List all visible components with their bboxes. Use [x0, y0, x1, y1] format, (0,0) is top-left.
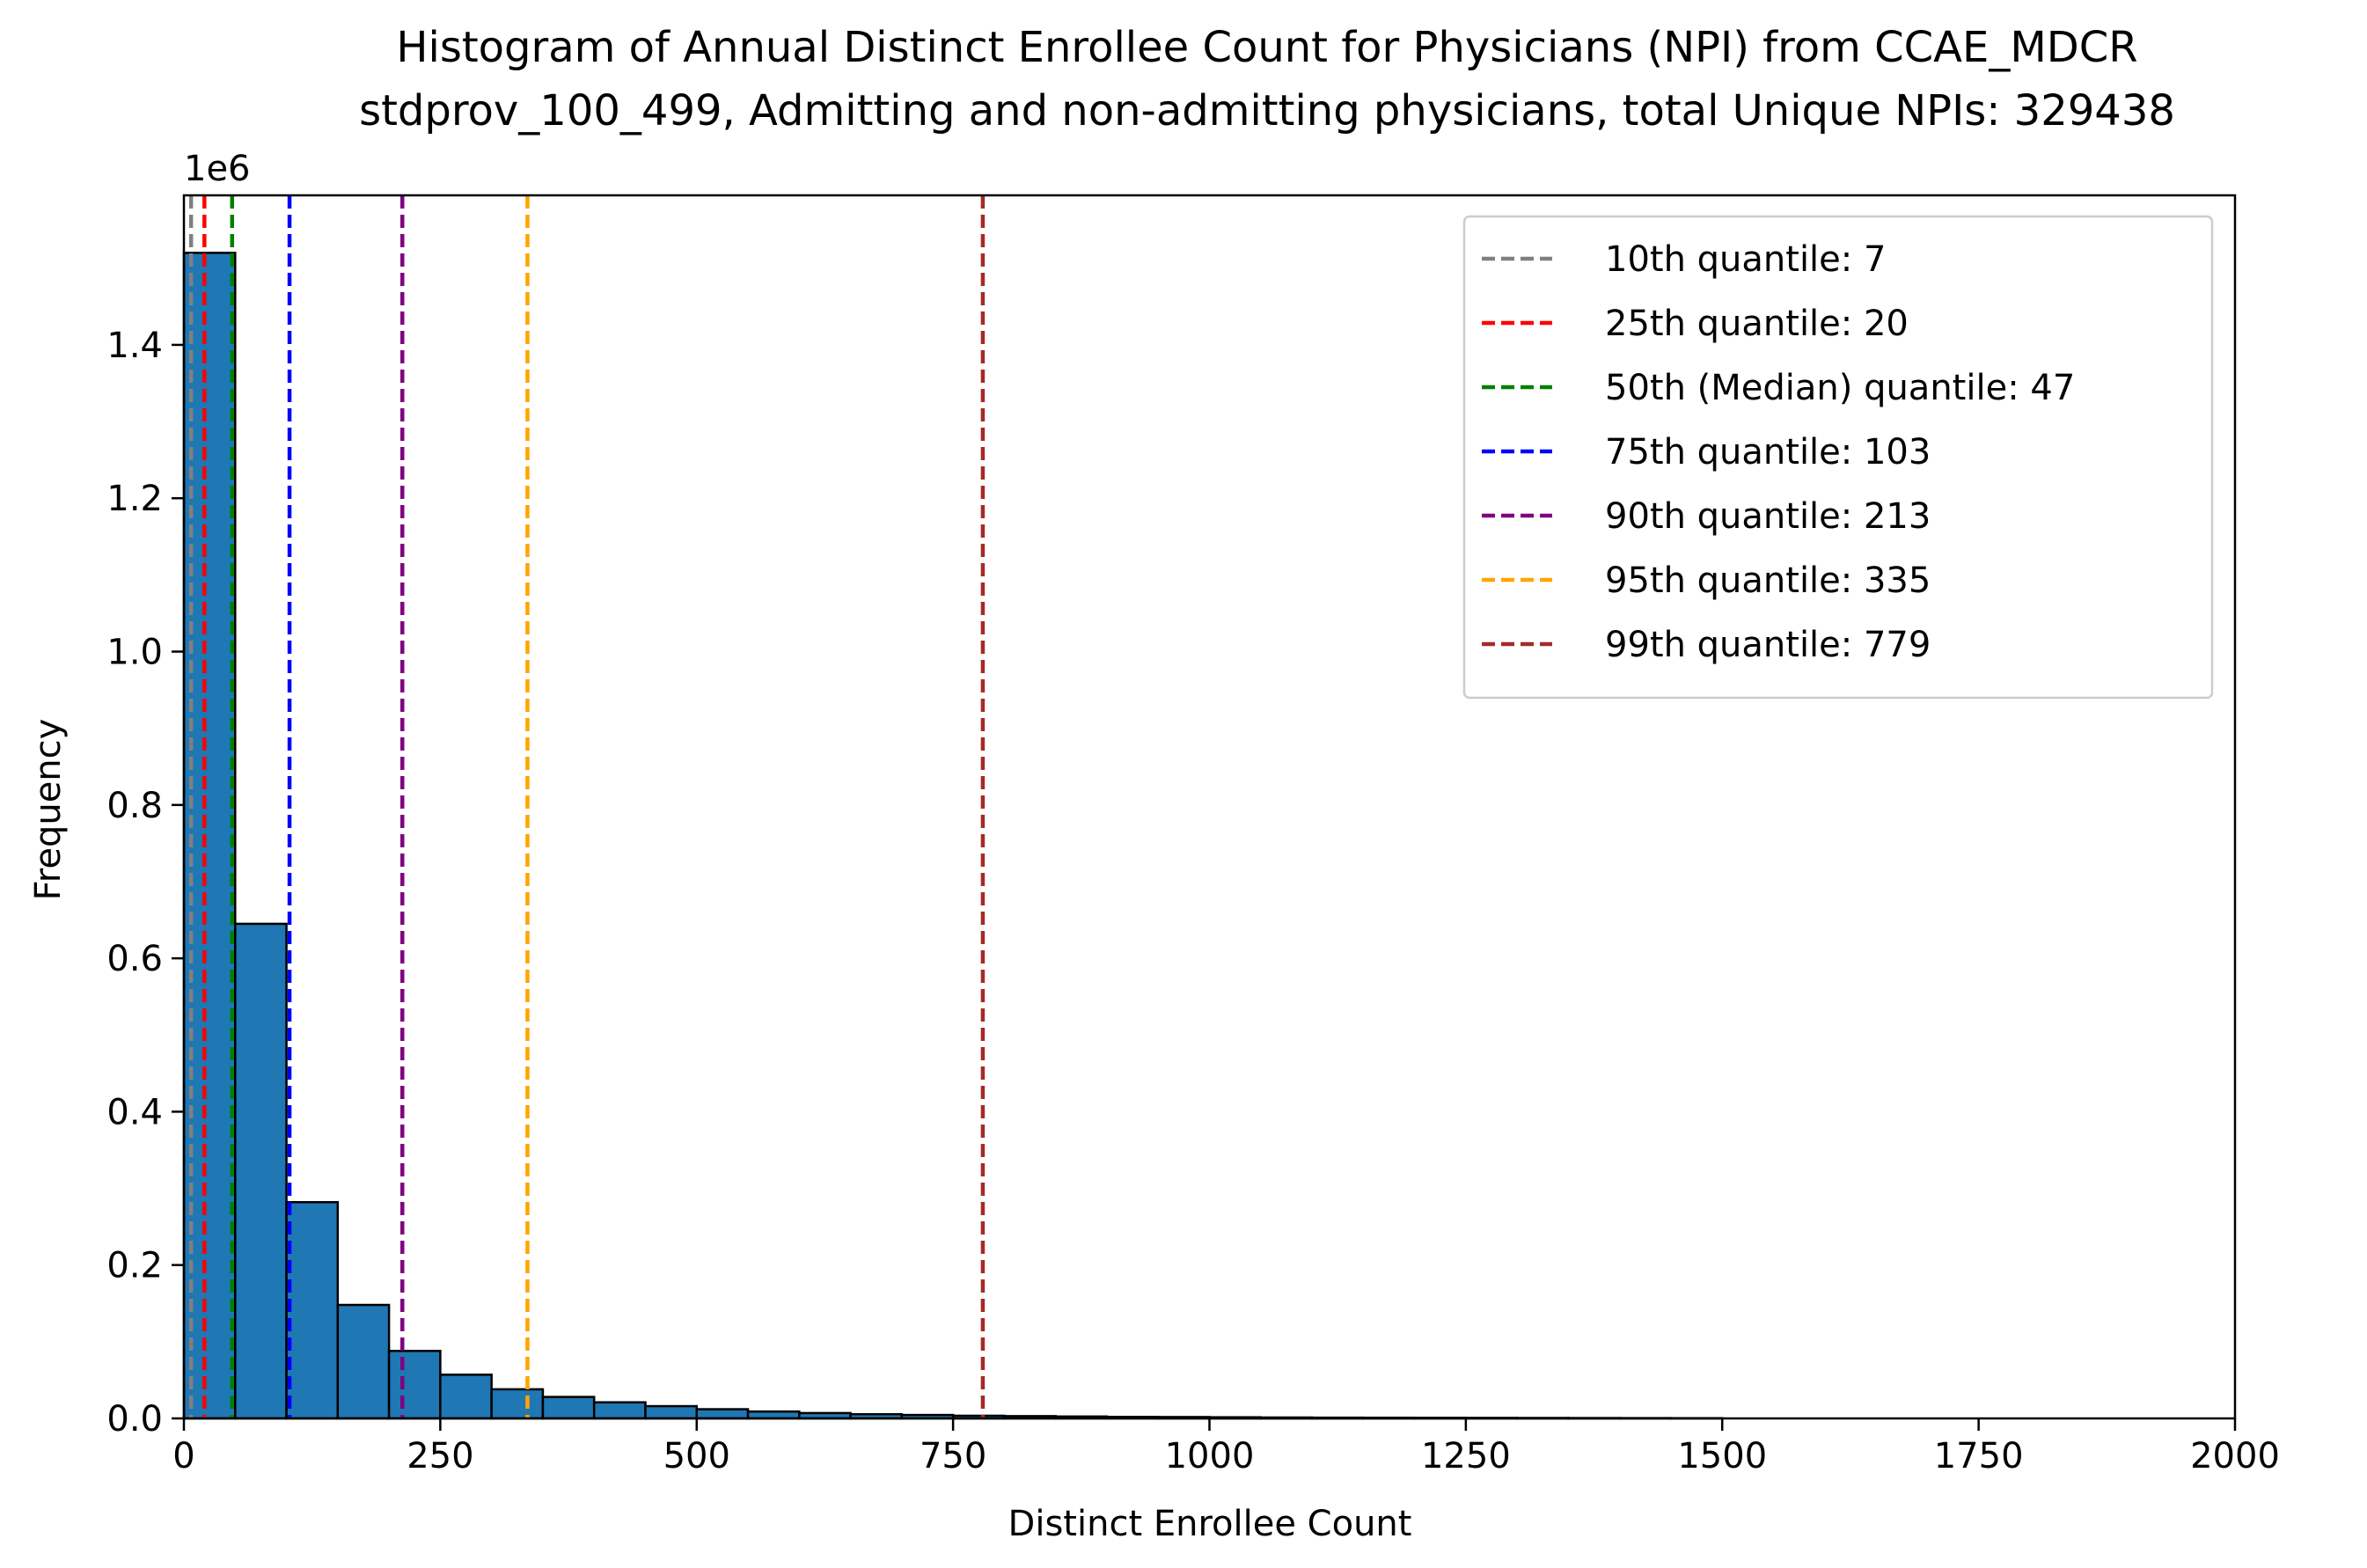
legend-entry-label: 10th quantile: 7 — [1605, 239, 1886, 280]
x-tick-label: 1000 — [1165, 1436, 1255, 1476]
x-axis-label: Distinct Enrollee Count — [1008, 1504, 1412, 1544]
plot-area: 0 250 500 750 1000 1250 1500 1750 2000 0.0 0.2 0.4 0… — [106, 194, 2280, 1476]
x-tick-label: 2000 — [2190, 1436, 2280, 1476]
histogram-bar — [336, 1303, 391, 1420]
legend-entry-label: 99th quantile: 779 — [1605, 625, 1931, 665]
legend-box — [1462, 215, 2214, 700]
y-tick-label: 1.2 — [106, 479, 163, 519]
histogram-bar — [695, 1408, 750, 1420]
legend-entry-label: 25th quantile: 20 — [1605, 304, 1909, 344]
histogram-bar — [285, 1200, 340, 1420]
histogram-bar — [541, 1396, 596, 1420]
legend-entry-label: 75th quantile: 103 — [1605, 432, 1931, 473]
x-tick-label: 1250 — [1421, 1436, 1511, 1476]
y-tick-label: 0.8 — [106, 786, 163, 826]
y-tick-label: 0.2 — [106, 1246, 163, 1286]
legend-entry-label: 90th quantile: 213 — [1605, 496, 1931, 537]
histogram-bar — [592, 1401, 647, 1420]
histogram-bar — [644, 1404, 698, 1420]
y-tick-label: 0.0 — [106, 1399, 163, 1440]
legend-entry-label: 95th quantile: 335 — [1605, 561, 1931, 601]
y-tick-label: 1.4 — [106, 326, 163, 366]
x-tick-label: 250 — [407, 1436, 473, 1476]
y-tick-label: 1.0 — [106, 633, 163, 673]
legend: 10th quantile: 7 25th quantile: 20 50th (M… — [1462, 215, 2214, 700]
chart-title-line2: stdprov_100_499, Admitting and non-admit… — [359, 86, 2175, 136]
x-tick-label: 0 — [172, 1436, 194, 1476]
y-offset-label: 1e6 — [184, 149, 251, 189]
x-tick-label: 1500 — [1677, 1436, 1767, 1476]
histogram-bar — [439, 1374, 493, 1420]
histogram-bar — [234, 922, 288, 1420]
x-tick-label: 500 — [663, 1436, 730, 1476]
y-axis-label: Frequency — [28, 719, 69, 901]
chart-title-line1: Histogram of Annual Distinct Enrollee Co… — [396, 23, 2137, 72]
x-tick-label: 750 — [920, 1436, 986, 1476]
y-tick-label: 0.6 — [106, 939, 163, 979]
histogram-bar — [387, 1350, 442, 1420]
y-tick-label: 0.4 — [106, 1092, 163, 1132]
legend-entry-label: 50th (Median) quantile: 47 — [1605, 368, 2075, 408]
x-tick-label: 1750 — [1934, 1436, 2024, 1476]
histogram-bar — [490, 1388, 545, 1420]
